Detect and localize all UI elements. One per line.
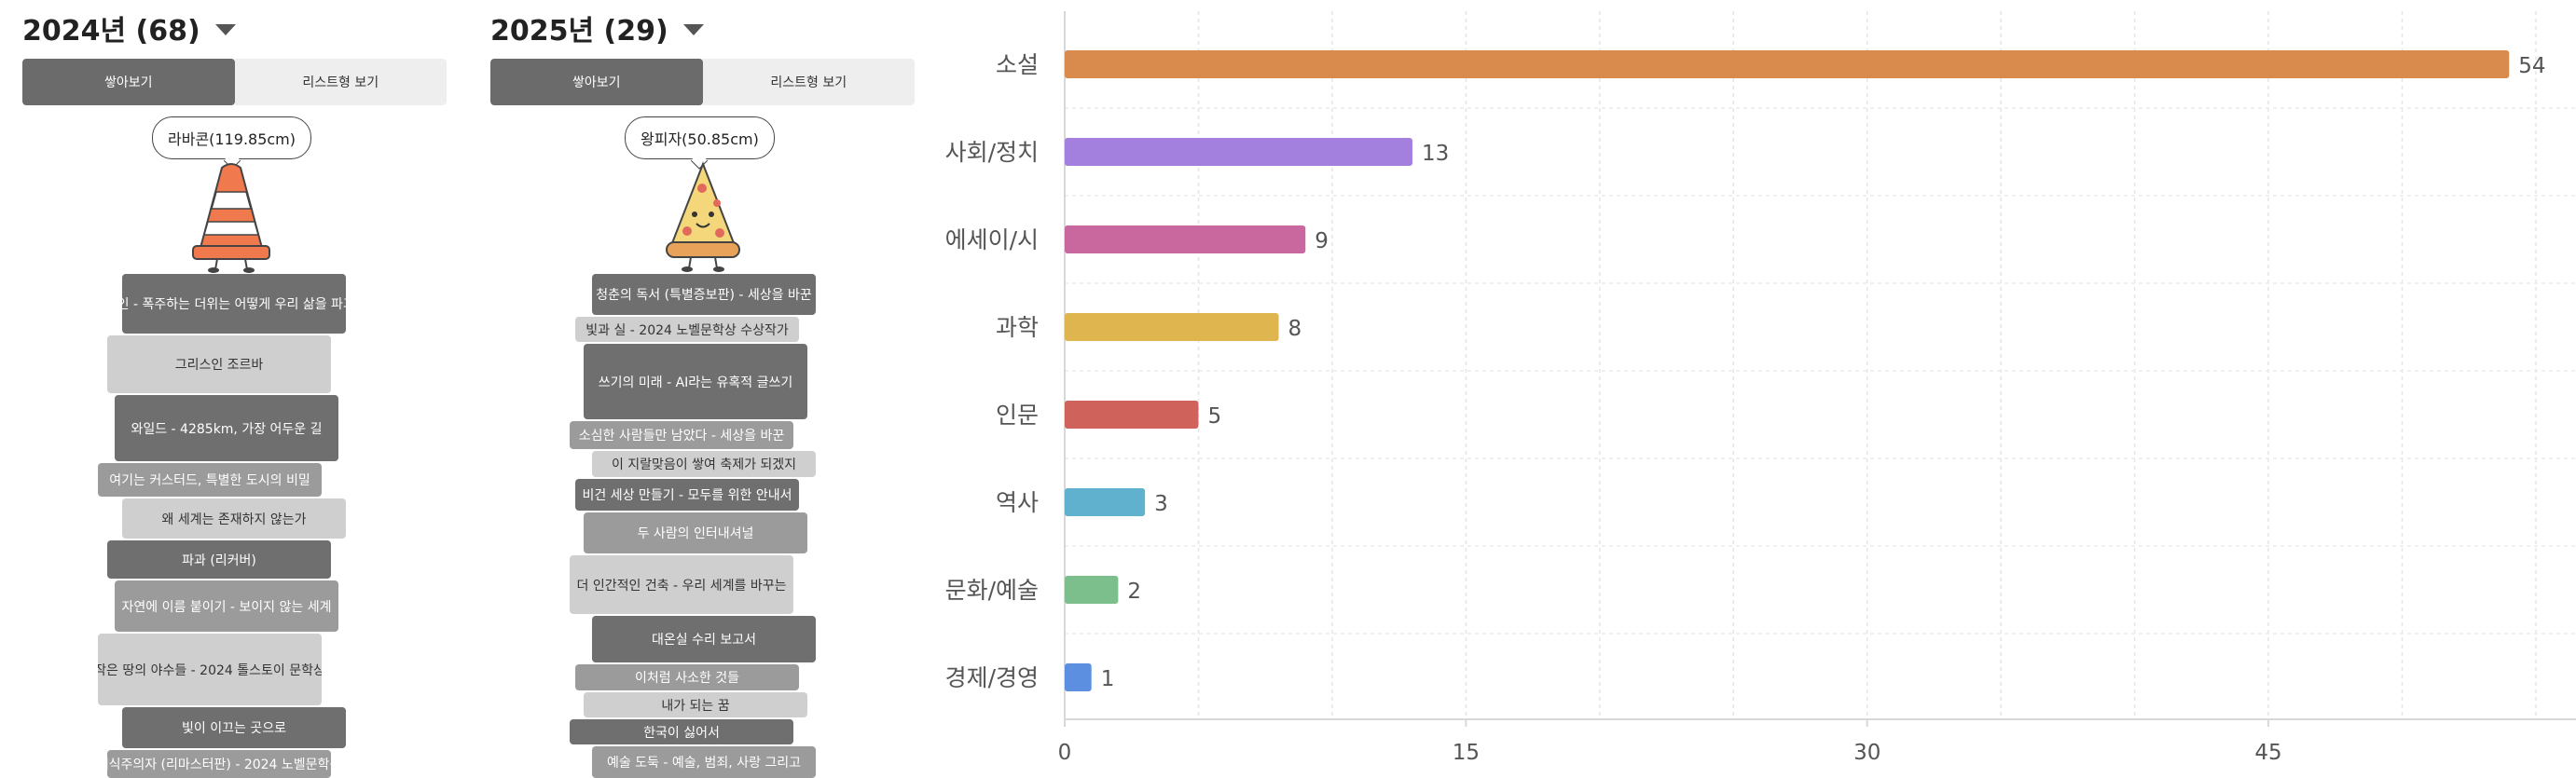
book-spine[interactable]: 여기는 커스터드, 특별한 도시의 비밀 [98, 463, 322, 497]
book-spine[interactable]: 이 지랄맞음이 쌓여 축제가 되겠지 [592, 451, 816, 477]
book-spine[interactable]: 쓰기의 미래 - AI라는 유혹적 글쓰기 [584, 344, 807, 419]
year-header[interactable]: 2025년 (29) [490, 7, 704, 48]
book-spine[interactable]: 빛과 실 - 2024 노벨문학상 수상작가 [575, 317, 799, 342]
bar [1065, 488, 1146, 516]
chevron-down-icon[interactable] [214, 24, 236, 35]
stack-height-bubble: 왕피자(50.85cm) [625, 116, 775, 159]
book-spine[interactable]: 작은 땅의 야수들 - 2024 톨스토이 문학상 [98, 634, 322, 705]
bar [1065, 576, 1119, 604]
book-spine[interactable]: 소심한 사람들만 남았다 - 세상을 바꾼 [570, 421, 793, 449]
bar [1065, 663, 1092, 691]
bar [1065, 313, 1279, 341]
book-spine[interactable]: 이처럼 사소한 것들 [575, 664, 799, 690]
x-tick-label: 30 [1853, 741, 1880, 765]
list-view-button[interactable]: 리스트형 보기 [702, 59, 915, 105]
view-toggle: 쌓아보기 리스트형 보기 [490, 59, 915, 105]
value-label: 8 [1288, 317, 1302, 341]
genre-bar-chart: 0 15 30 45 소설 54 사회/정치 13 에세이/시 9 과학 8 인문 5 역사 3 문화/예술 2 경… [945, 11, 2576, 765]
book-spine[interactable]: 파과 (리커버) [107, 540, 331, 579]
value-label: 13 [1422, 142, 1449, 166]
book-spine[interactable]: 폭염 살인 - 폭주하는 더위는 어떻게 우리 삶을 파괴하는가 [122, 274, 346, 334]
bar [1065, 50, 2510, 78]
book-spine[interactable]: 더 인간적인 건축 - 우리 세계를 바꾸는 [570, 555, 793, 614]
value-label: 1 [1101, 667, 1115, 691]
category-label: 에세이/시 [945, 226, 1039, 253]
year-panel-2024: 2024년 (68) 쌓아보기 리스트형 보기 라바콘(119.85cm) 폭염… [22, 0, 447, 778]
book-spine[interactable]: 한국이 싫어서 [570, 719, 793, 744]
value-label: 3 [1154, 492, 1168, 516]
bar [1065, 138, 1412, 166]
x-tick-label: 45 [2254, 741, 2281, 765]
book-spine[interactable]: 비건 세상 만들기 - 모두를 위한 안내서 [575, 479, 799, 511]
stack-height-bubble: 라바콘(119.85cm) [152, 116, 312, 159]
category-label: 소설 [996, 51, 1039, 78]
pizza-slice-icon [666, 161, 740, 272]
value-label: 54 [2518, 54, 2545, 78]
book-spine[interactable]: 채식주의자 (리마스터판) - 2024 노벨문학상 [107, 750, 331, 778]
x-tick-label: 15 [1453, 741, 1480, 765]
x-tick-label: 0 [1058, 741, 1072, 765]
stack-view-button[interactable]: 쌓아보기 [490, 59, 703, 105]
book-spine[interactable]: 왜 세계는 존재하지 않는가 [122, 498, 346, 539]
book-spine[interactable]: 대온실 수리 보고서 [592, 616, 816, 662]
bar [1065, 401, 1199, 429]
year-header[interactable]: 2024년 (68) [22, 7, 236, 48]
category-label: 과학 [996, 314, 1039, 341]
book-spine[interactable]: 청춘의 독서 (특별증보판) - 세상을 바꾼 [592, 274, 816, 315]
book-spine[interactable]: 그리스인 조르바 [107, 335, 331, 393]
chevron-down-icon[interactable] [682, 24, 704, 35]
book-spine[interactable]: 내가 되는 꿈 [584, 692, 807, 717]
year-title: 2024년 (68) [22, 15, 200, 48]
book-spine[interactable]: 예술 도둑 - 예술, 범죄, 사랑 그리고 [592, 746, 816, 778]
bar [1065, 225, 1306, 253]
book-spine[interactable]: 와일드 - 4285km, 가장 어두운 길 [115, 395, 338, 461]
value-label: 9 [1315, 229, 1329, 253]
book-spine[interactable]: 빛이 이끄는 곳으로 [122, 707, 346, 748]
stack-view-button[interactable]: 쌓아보기 [22, 59, 235, 105]
category-label: 역사 [996, 489, 1039, 516]
list-view-button[interactable]: 리스트형 보기 [234, 59, 447, 105]
traffic-cone-icon [192, 163, 270, 273]
category-label: 경제/경영 [945, 664, 1039, 691]
value-label: 2 [1127, 580, 1141, 604]
book-spine[interactable]: 자연에 이름 붙이기 - 보이지 않는 세계 [115, 580, 338, 632]
value-label: 5 [1207, 404, 1221, 429]
category-label: 인문 [996, 402, 1039, 429]
year-title: 2025년 (29) [490, 15, 668, 48]
category-label: 사회/정치 [945, 139, 1039, 166]
view-toggle: 쌓아보기 리스트형 보기 [22, 59, 447, 105]
book-spine[interactable]: 두 사람의 인터내셔널 [584, 512, 807, 553]
year-panel-2025: 2025년 (29) 쌓아보기 리스트형 보기 왕피자(50.85cm) 청춘의… [490, 0, 915, 778]
category-label: 문화/예술 [945, 577, 1039, 604]
